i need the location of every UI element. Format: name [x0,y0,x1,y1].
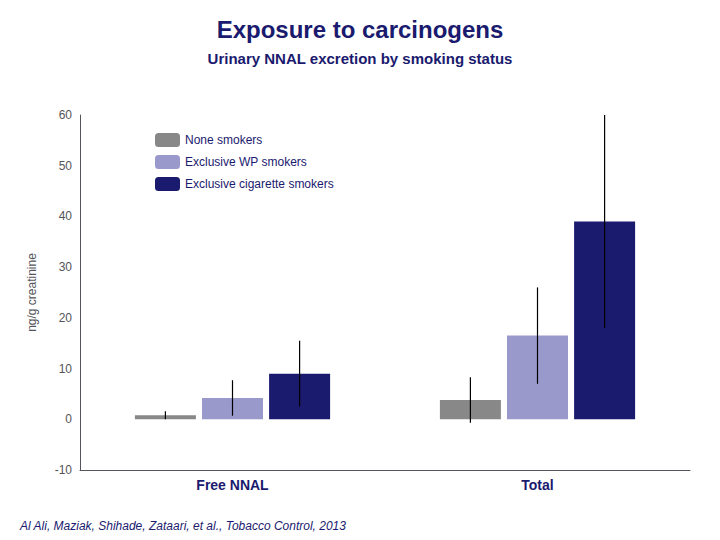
svg-text:10: 10 [59,362,73,376]
svg-text:40: 40 [59,209,73,223]
svg-text:Free NNAL: Free NNAL [196,477,269,493]
svg-text:-10: -10 [55,463,73,477]
svg-text:0: 0 [65,412,72,426]
svg-text:30: 30 [59,260,73,274]
svg-text:60: 60 [59,108,73,122]
svg-text:Exclusive WP smokers: Exclusive WP smokers [185,155,307,169]
svg-text:Total: Total [521,477,553,493]
svg-text:Urinary NNAL excretion by smok: Urinary NNAL excretion by smoking status [208,50,513,67]
svg-text:Exposure to carcinogens: Exposure to carcinogens [217,16,504,43]
svg-text:ng/g creatinine: ng/g creatinine [25,253,39,332]
svg-text:20: 20 [59,311,73,325]
svg-text:Exclusive cigarette smokers: Exclusive cigarette smokers [185,177,334,191]
svg-text:Al Ali, Maziak, Shihade, Zataa: Al Ali, Maziak, Shihade, Zataari, et al.… [19,519,346,533]
svg-text:None smokers: None smokers [185,133,262,147]
svg-text:50: 50 [59,159,73,173]
